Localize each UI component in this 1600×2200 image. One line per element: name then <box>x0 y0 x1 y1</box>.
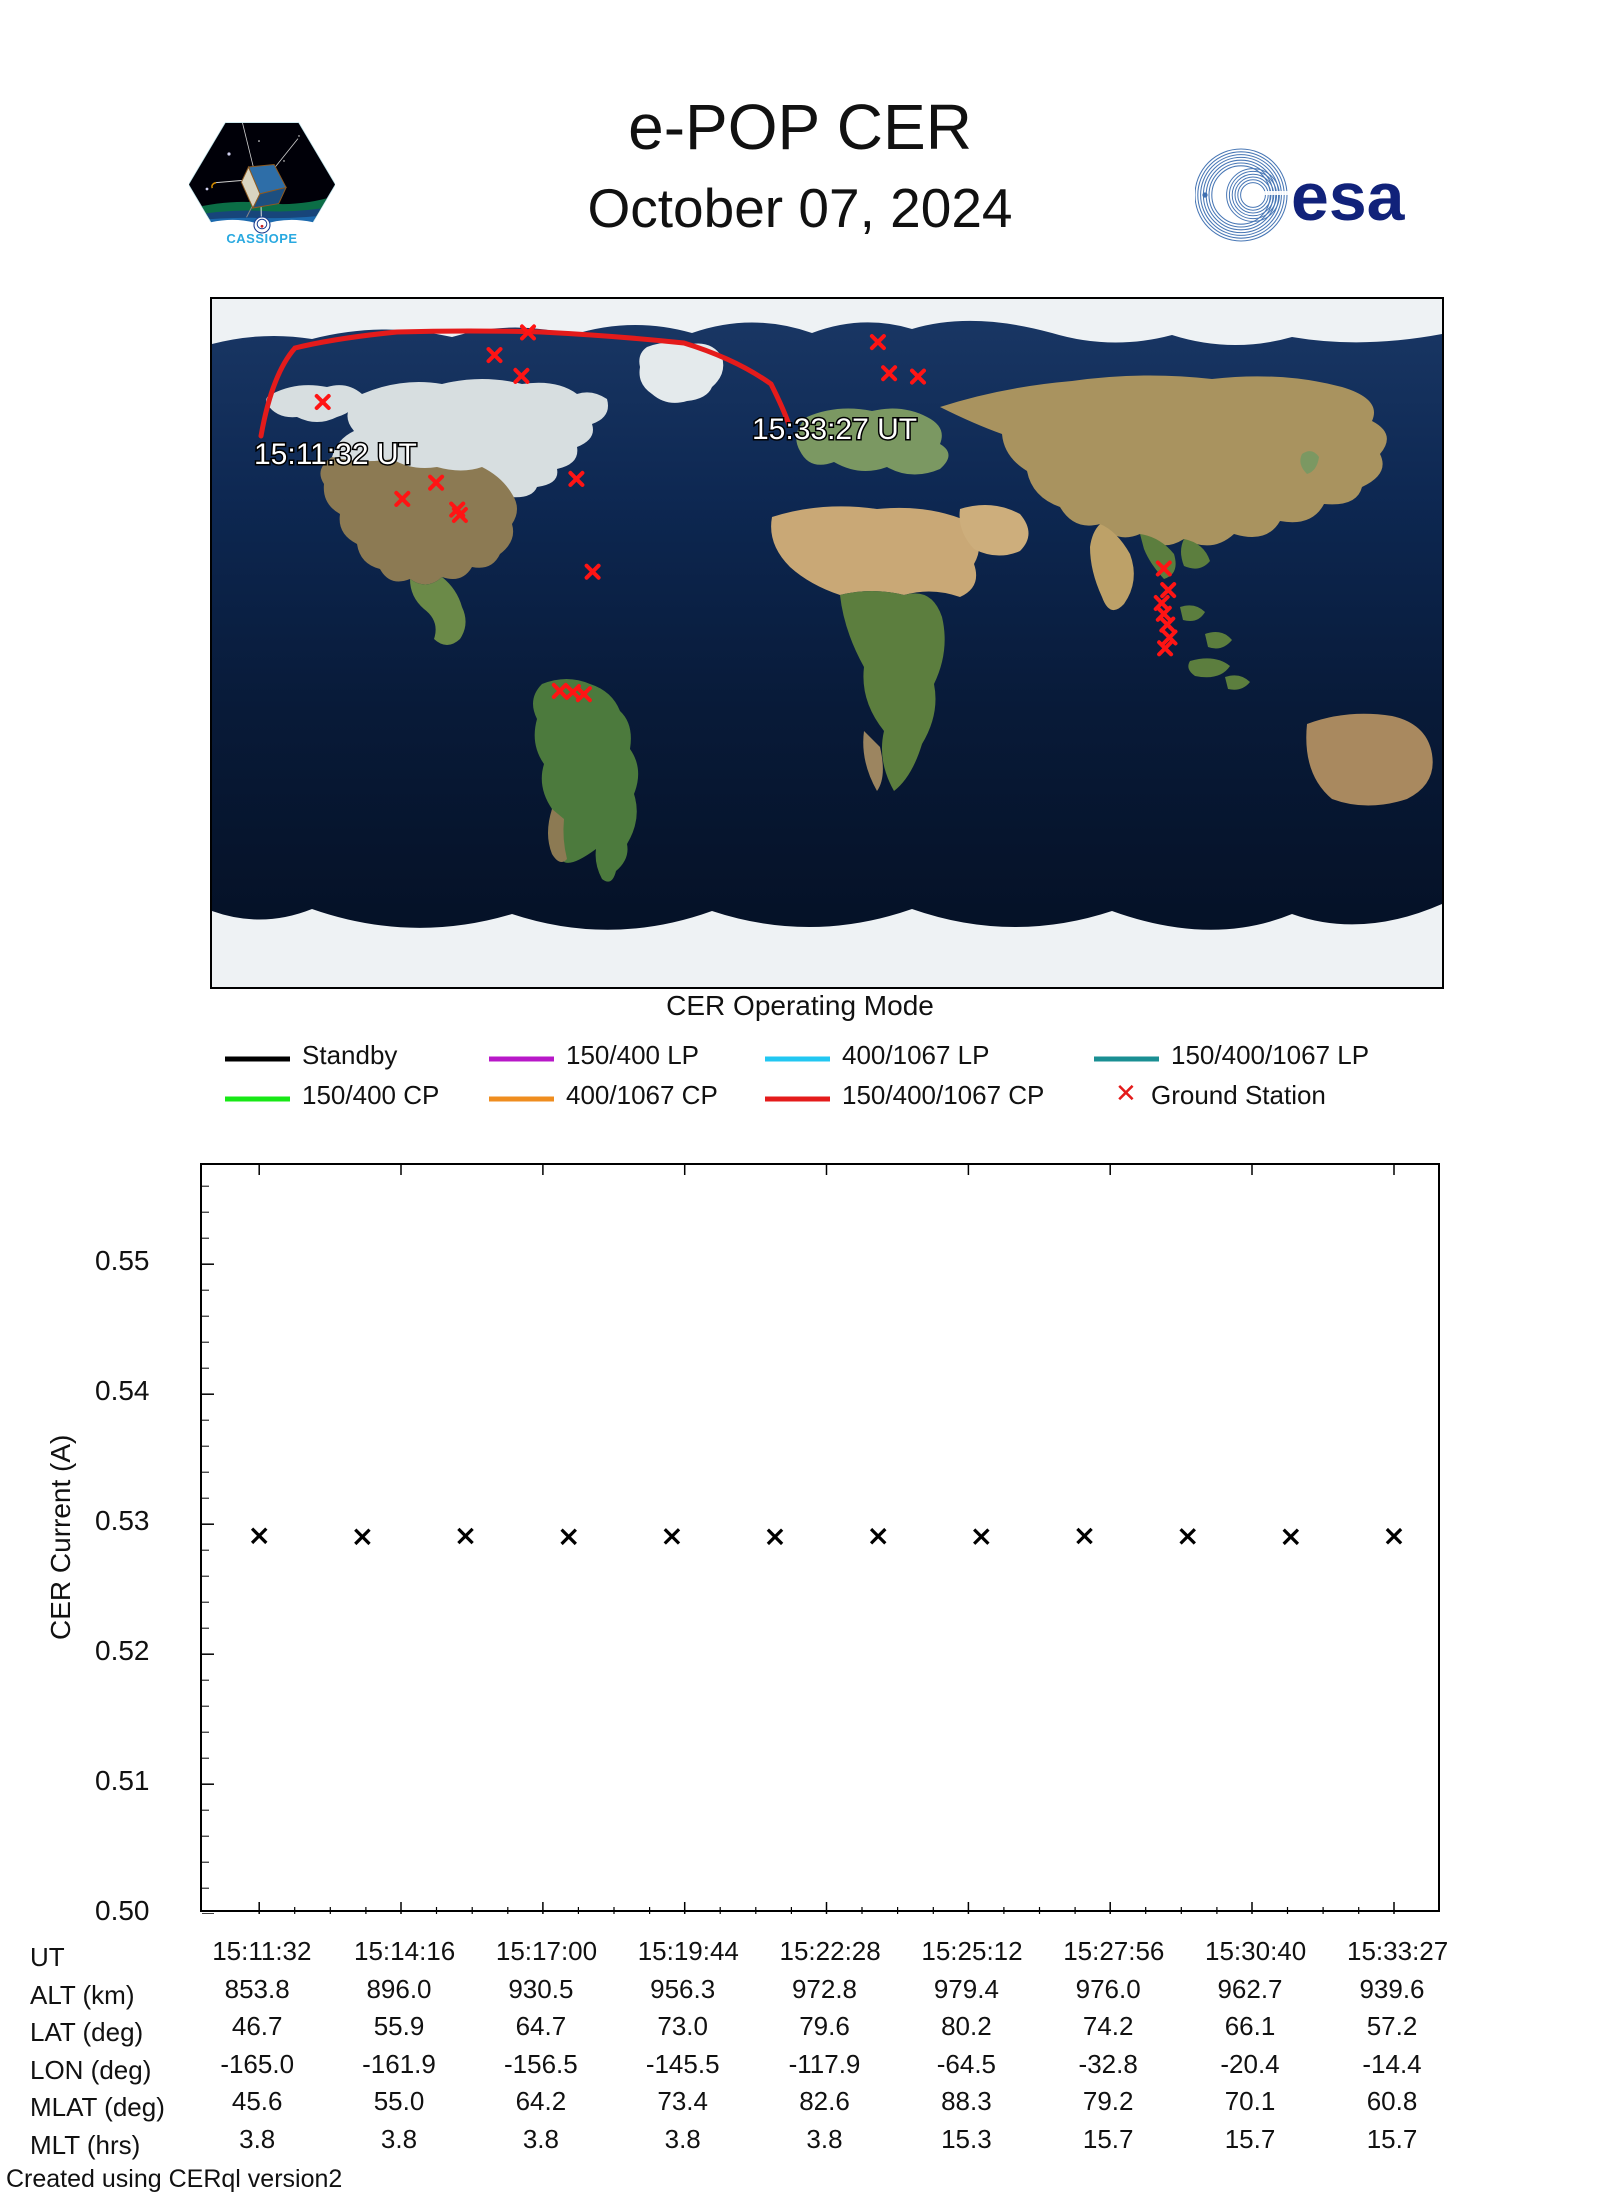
svg-text:15:33:27 UT: 15:33:27 UT <box>752 413 917 446</box>
svg-text:15:11:32 UT: 15:11:32 UT <box>254 438 417 471</box>
